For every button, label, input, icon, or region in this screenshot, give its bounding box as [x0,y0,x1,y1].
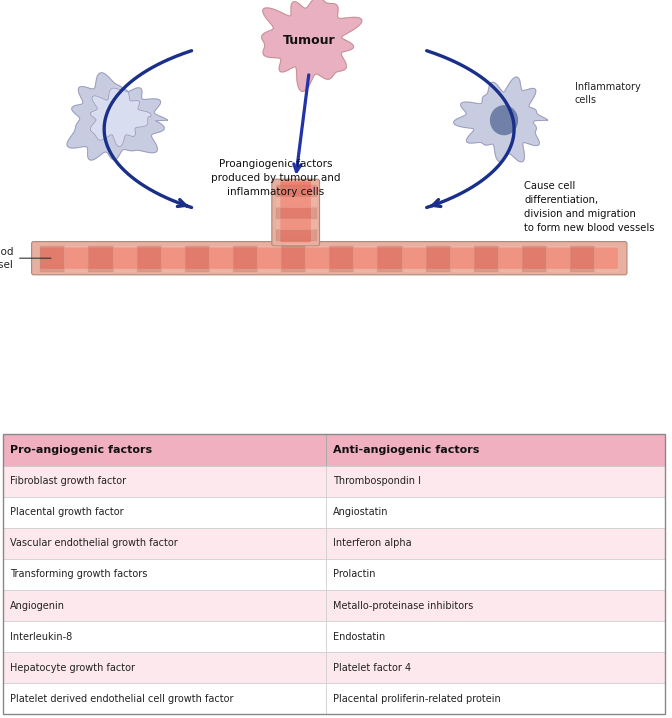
FancyBboxPatch shape [280,182,311,242]
Text: Pro-angiogenic factors: Pro-angiogenic factors [10,445,152,455]
Bar [209,246,233,271]
Bar [326,652,665,684]
Bar [257,246,281,271]
Text: Inflammatory
cells: Inflammatory cells [575,82,640,105]
Text: Metallo-proteinase inhibitors: Metallo-proteinase inhibitors [333,600,473,610]
Bar [594,246,618,271]
Text: Proangiogenic factors
produced by tumour and
inflammatory cells: Proangiogenic factors produced by tumour… [211,159,340,197]
Bar [276,185,316,196]
Bar [326,434,665,465]
Bar [522,246,546,271]
Bar [3,434,665,714]
Bar [329,246,353,271]
Text: Tumour: Tumour [283,34,335,47]
Bar [326,621,665,652]
Bar [161,246,185,271]
Polygon shape [67,73,167,160]
Bar [3,465,326,497]
Bar [281,246,305,271]
Text: Platelet derived endothelial cell growth factor: Platelet derived endothelial cell growth… [10,694,234,704]
Bar [402,246,425,271]
Bar [450,246,474,271]
Bar [276,229,316,240]
Bar [326,559,665,590]
Bar [276,218,316,229]
Bar [378,246,402,271]
Bar [570,246,594,271]
Bar [3,684,326,714]
Bar [326,528,665,559]
Bar [3,559,326,590]
Text: Prolactin: Prolactin [333,569,375,579]
Bar [546,246,570,271]
Text: Thrombospondin I: Thrombospondin I [333,476,421,486]
Bar [112,246,136,271]
Bar [40,246,65,271]
Text: Platelet factor 4: Platelet factor 4 [333,663,411,673]
FancyBboxPatch shape [271,180,320,246]
Text: Placental growth factor: Placental growth factor [10,507,124,517]
Bar [353,246,378,271]
Circle shape [491,106,517,134]
Bar [326,497,665,528]
Bar [276,207,316,218]
Bar [233,246,257,271]
Bar [326,465,665,497]
Bar [3,652,326,684]
Bar [326,684,665,714]
Bar [305,246,329,271]
Text: Cause cell
differentiation,
division and migration
to form new blood vessels: Cause cell differentiation, division and… [524,181,655,233]
Text: Endostatin: Endostatin [333,632,385,642]
Text: Angiostatin: Angiostatin [333,507,388,517]
Bar [3,590,326,621]
Text: Placental proliferin-related protein: Placental proliferin-related protein [333,694,501,704]
Bar [185,246,209,271]
Bar [498,246,522,271]
Bar [3,497,326,528]
Bar [3,621,326,652]
Polygon shape [454,77,548,162]
Bar [3,434,326,465]
Bar [3,528,326,559]
Bar [65,246,89,271]
Text: Angiogenin: Angiogenin [10,600,65,610]
Bar [136,246,161,271]
Polygon shape [261,0,362,91]
Bar [474,246,498,271]
Bar [276,196,316,207]
FancyBboxPatch shape [32,241,627,275]
Text: Anti-angiogenic factors: Anti-angiogenic factors [333,445,479,455]
Text: Hepatocyte growth factor: Hepatocyte growth factor [10,663,135,673]
Bar [425,246,450,271]
FancyBboxPatch shape [40,248,618,269]
Text: Transforming growth factors: Transforming growth factors [10,569,147,579]
Text: Interleukin-8: Interleukin-8 [10,632,73,642]
Text: Interferon alpha: Interferon alpha [333,538,411,549]
Text: Blood
vessel: Blood vessel [0,246,13,270]
Text: Fibroblast growth factor: Fibroblast growth factor [10,476,126,486]
Bar [326,590,665,621]
Polygon shape [90,88,151,146]
Bar [89,246,112,271]
Text: Vascular endothelial growth factor: Vascular endothelial growth factor [10,538,178,549]
